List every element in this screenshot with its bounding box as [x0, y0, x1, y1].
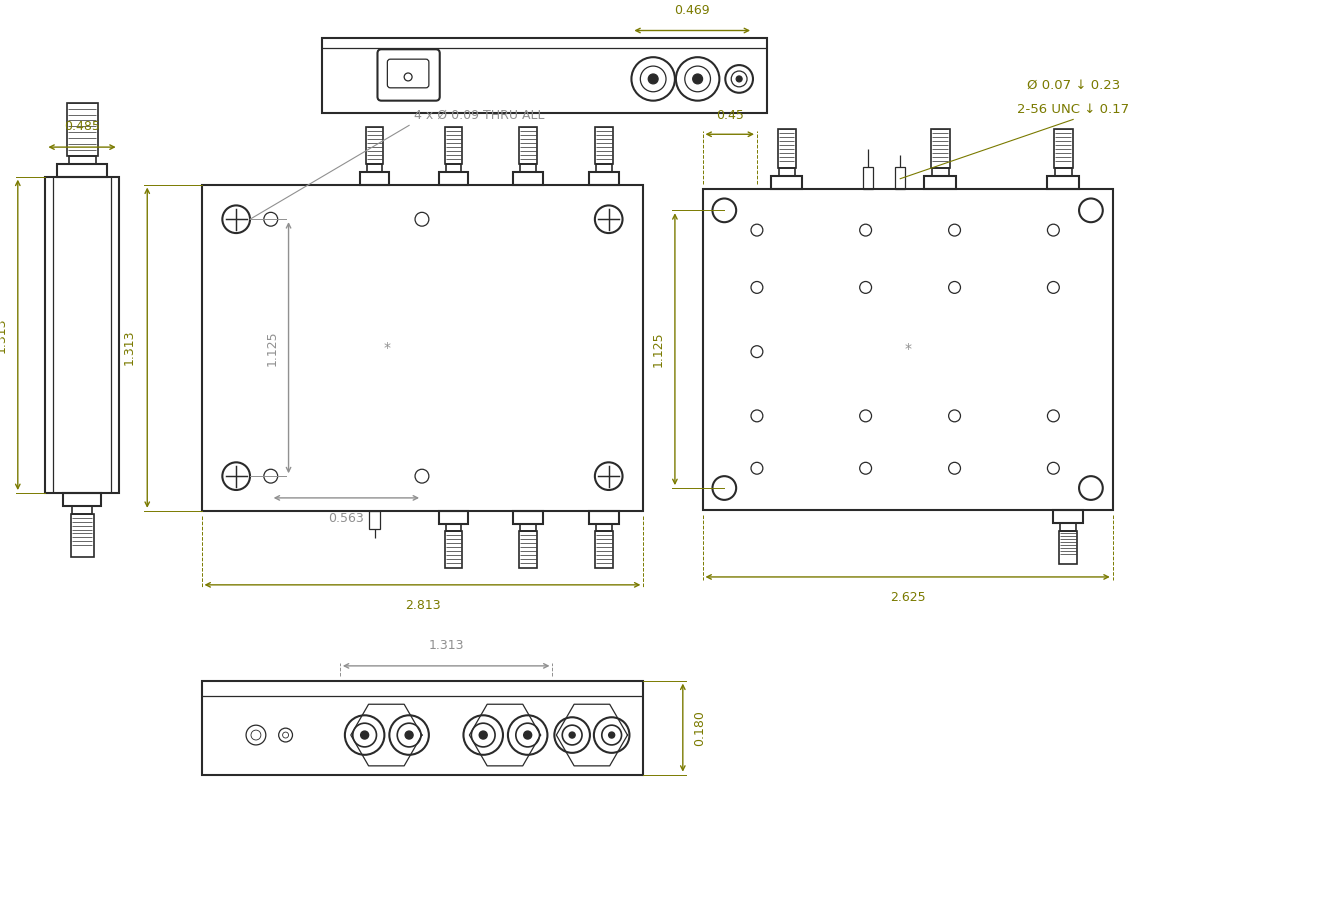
Circle shape — [360, 732, 368, 739]
Text: *: * — [384, 341, 391, 354]
Text: 2.625: 2.625 — [890, 591, 926, 603]
Text: 2.813: 2.813 — [404, 599, 440, 612]
Text: 0.180: 0.180 — [692, 710, 706, 746]
Text: 1.313: 1.313 — [0, 318, 8, 353]
Circle shape — [648, 74, 658, 84]
Circle shape — [570, 732, 575, 738]
Circle shape — [524, 732, 532, 739]
Text: 1.125: 1.125 — [652, 331, 666, 367]
Text: Ø 0.07 ↓ 0.23: Ø 0.07 ↓ 0.23 — [1026, 78, 1119, 91]
Circle shape — [736, 76, 742, 82]
Text: 0.563: 0.563 — [328, 511, 364, 525]
Circle shape — [692, 74, 703, 84]
Text: 2-56 UNC ↓ 0.17: 2-56 UNC ↓ 0.17 — [1017, 103, 1129, 116]
Text: 0.469: 0.469 — [675, 4, 710, 16]
Text: 1.313: 1.313 — [123, 330, 135, 365]
Text: *: * — [904, 342, 911, 355]
Text: 1.125: 1.125 — [265, 330, 279, 365]
Circle shape — [608, 732, 615, 738]
Text: 0.45: 0.45 — [716, 109, 743, 123]
Circle shape — [479, 732, 487, 739]
Text: 4 x Ø 0.09 THRU ALL: 4 x Ø 0.09 THRU ALL — [414, 108, 544, 122]
Text: 0.485: 0.485 — [64, 120, 100, 133]
Circle shape — [406, 732, 414, 739]
Text: 1.313: 1.313 — [428, 639, 464, 652]
